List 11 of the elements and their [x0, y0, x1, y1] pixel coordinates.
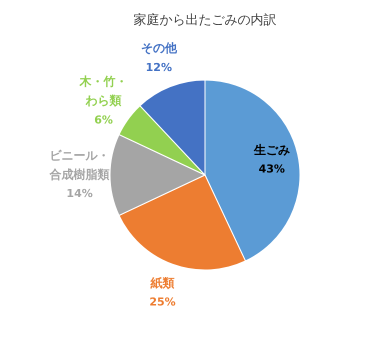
- data-label: 43%: [258, 162, 285, 176]
- slice-label: 生ごみ: [252, 142, 290, 157]
- slice-label: 紙類: [150, 276, 175, 290]
- data-label: 14%: [66, 187, 93, 200]
- slice-label: その他: [140, 41, 178, 56]
- data-label: 25%: [149, 295, 176, 308]
- data-label: 12%: [146, 60, 172, 74]
- slice-label: 木・竹・わら類: [78, 74, 128, 108]
- chart-title: 家庭から出たごみの内訳: [134, 12, 276, 28]
- data-label: 6%: [94, 113, 113, 126]
- slice-label: ビニール・合成樹脂類: [48, 148, 110, 182]
